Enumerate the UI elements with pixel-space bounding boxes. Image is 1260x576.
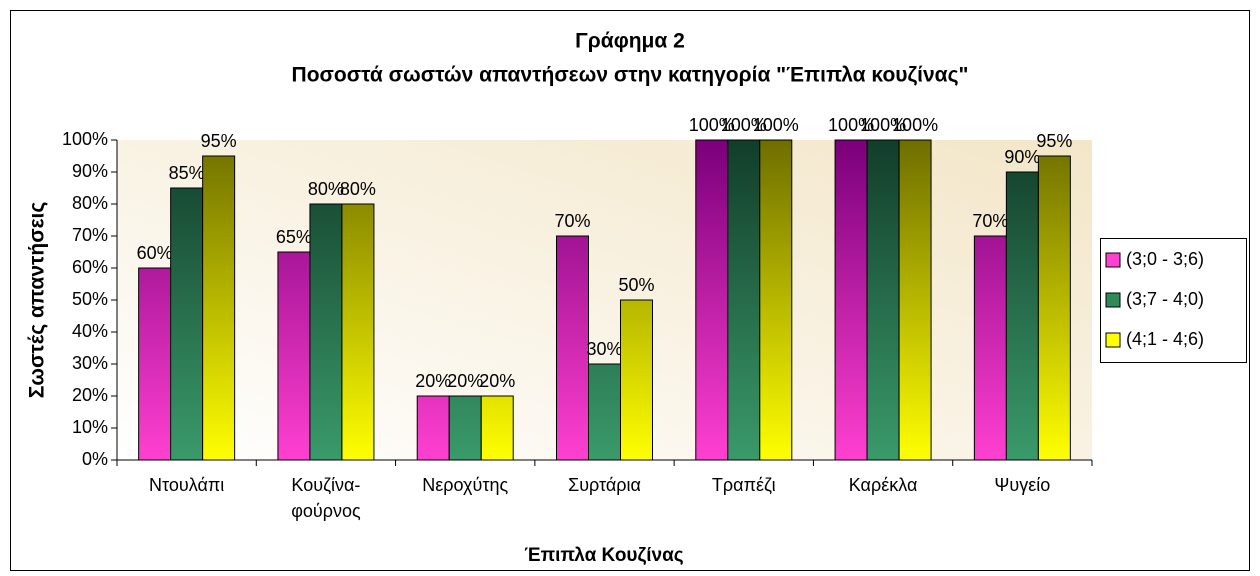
x-tick-label: Καρέκλα [848,475,918,495]
x-tick-label: Τραπέζι [711,475,776,495]
bar [620,299,653,461]
legend-swatch [1105,292,1121,308]
bar [695,139,729,461]
x-tick-label: Νεροχύτης [422,475,509,495]
x-tick-label: Κουζίνα-φούρνος [291,475,361,521]
bar [1037,155,1071,461]
data-label: 100% [689,115,735,135]
data-label: 65% [276,227,312,247]
legend-label: (3;0 - 3;6) [1126,249,1204,269]
y-tick-label: 20% [72,385,108,405]
data-label: 80% [308,179,344,199]
data-label: 100% [828,115,874,135]
legend-swatch [1105,332,1121,348]
data-label: 100% [892,115,938,135]
bar [416,395,450,461]
bar [202,155,236,461]
bar [588,363,621,461]
legend-label: (3;7 - 4;0) [1126,289,1204,309]
data-label: 100% [753,115,799,135]
y-axis-title: Σωστές απαντήσεις [26,202,49,399]
bar [341,203,375,461]
data-label: 30% [586,339,622,359]
legend-box [1100,238,1247,363]
x-tick-label: Συρτάρια [568,475,641,495]
x-tick-label: Ντουλάπι [149,475,225,495]
y-tick-label: 10% [72,417,108,437]
bar [1005,171,1039,461]
chart-subtitle: Ποσοστά σωστών απαντήσεων στην κατηγορία… [292,64,969,87]
bar [309,203,343,461]
y-tick-label: 30% [72,353,108,373]
bar [898,139,932,461]
bar [834,139,868,461]
data-label: 60% [137,243,173,263]
bar [448,395,482,461]
bar [170,187,204,461]
data-label: 100% [721,115,767,135]
data-label: 90% [1004,147,1040,167]
data-label: 80% [340,179,376,199]
data-label: 20% [415,371,451,391]
bar [480,395,514,461]
bar [727,139,761,461]
data-label: 95% [201,131,237,151]
y-tick-label: 80% [72,193,108,213]
data-label: 85% [169,163,205,183]
y-tick-label: 90% [72,161,108,181]
chart-title: Γράφημα 2 [575,30,685,53]
y-tick-label: 40% [72,321,108,341]
data-label: 100% [860,115,906,135]
y-tick-label: 50% [72,289,108,309]
bar [759,139,793,461]
data-label: 20% [479,371,515,391]
y-tick-label: 100% [62,129,108,149]
bar [138,267,172,461]
bar [973,235,1007,461]
legend-label: (4;1 - 4;6) [1126,329,1204,349]
data-label: 20% [447,371,483,391]
data-label: 70% [554,211,590,231]
bar [277,251,311,461]
legend-swatch [1105,252,1121,268]
x-tick-label: Ψυγείο [994,475,1051,495]
y-tick-label: 70% [72,225,108,245]
data-label: 70% [972,211,1008,231]
y-tick-label: 0% [82,449,108,469]
data-label: 50% [618,275,654,295]
data-label: 95% [1036,131,1072,151]
bar [556,235,589,461]
y-tick-label: 60% [72,257,108,277]
bar [866,139,900,461]
x-axis-title: Έπιπλα Κουζίνας [524,545,683,566]
